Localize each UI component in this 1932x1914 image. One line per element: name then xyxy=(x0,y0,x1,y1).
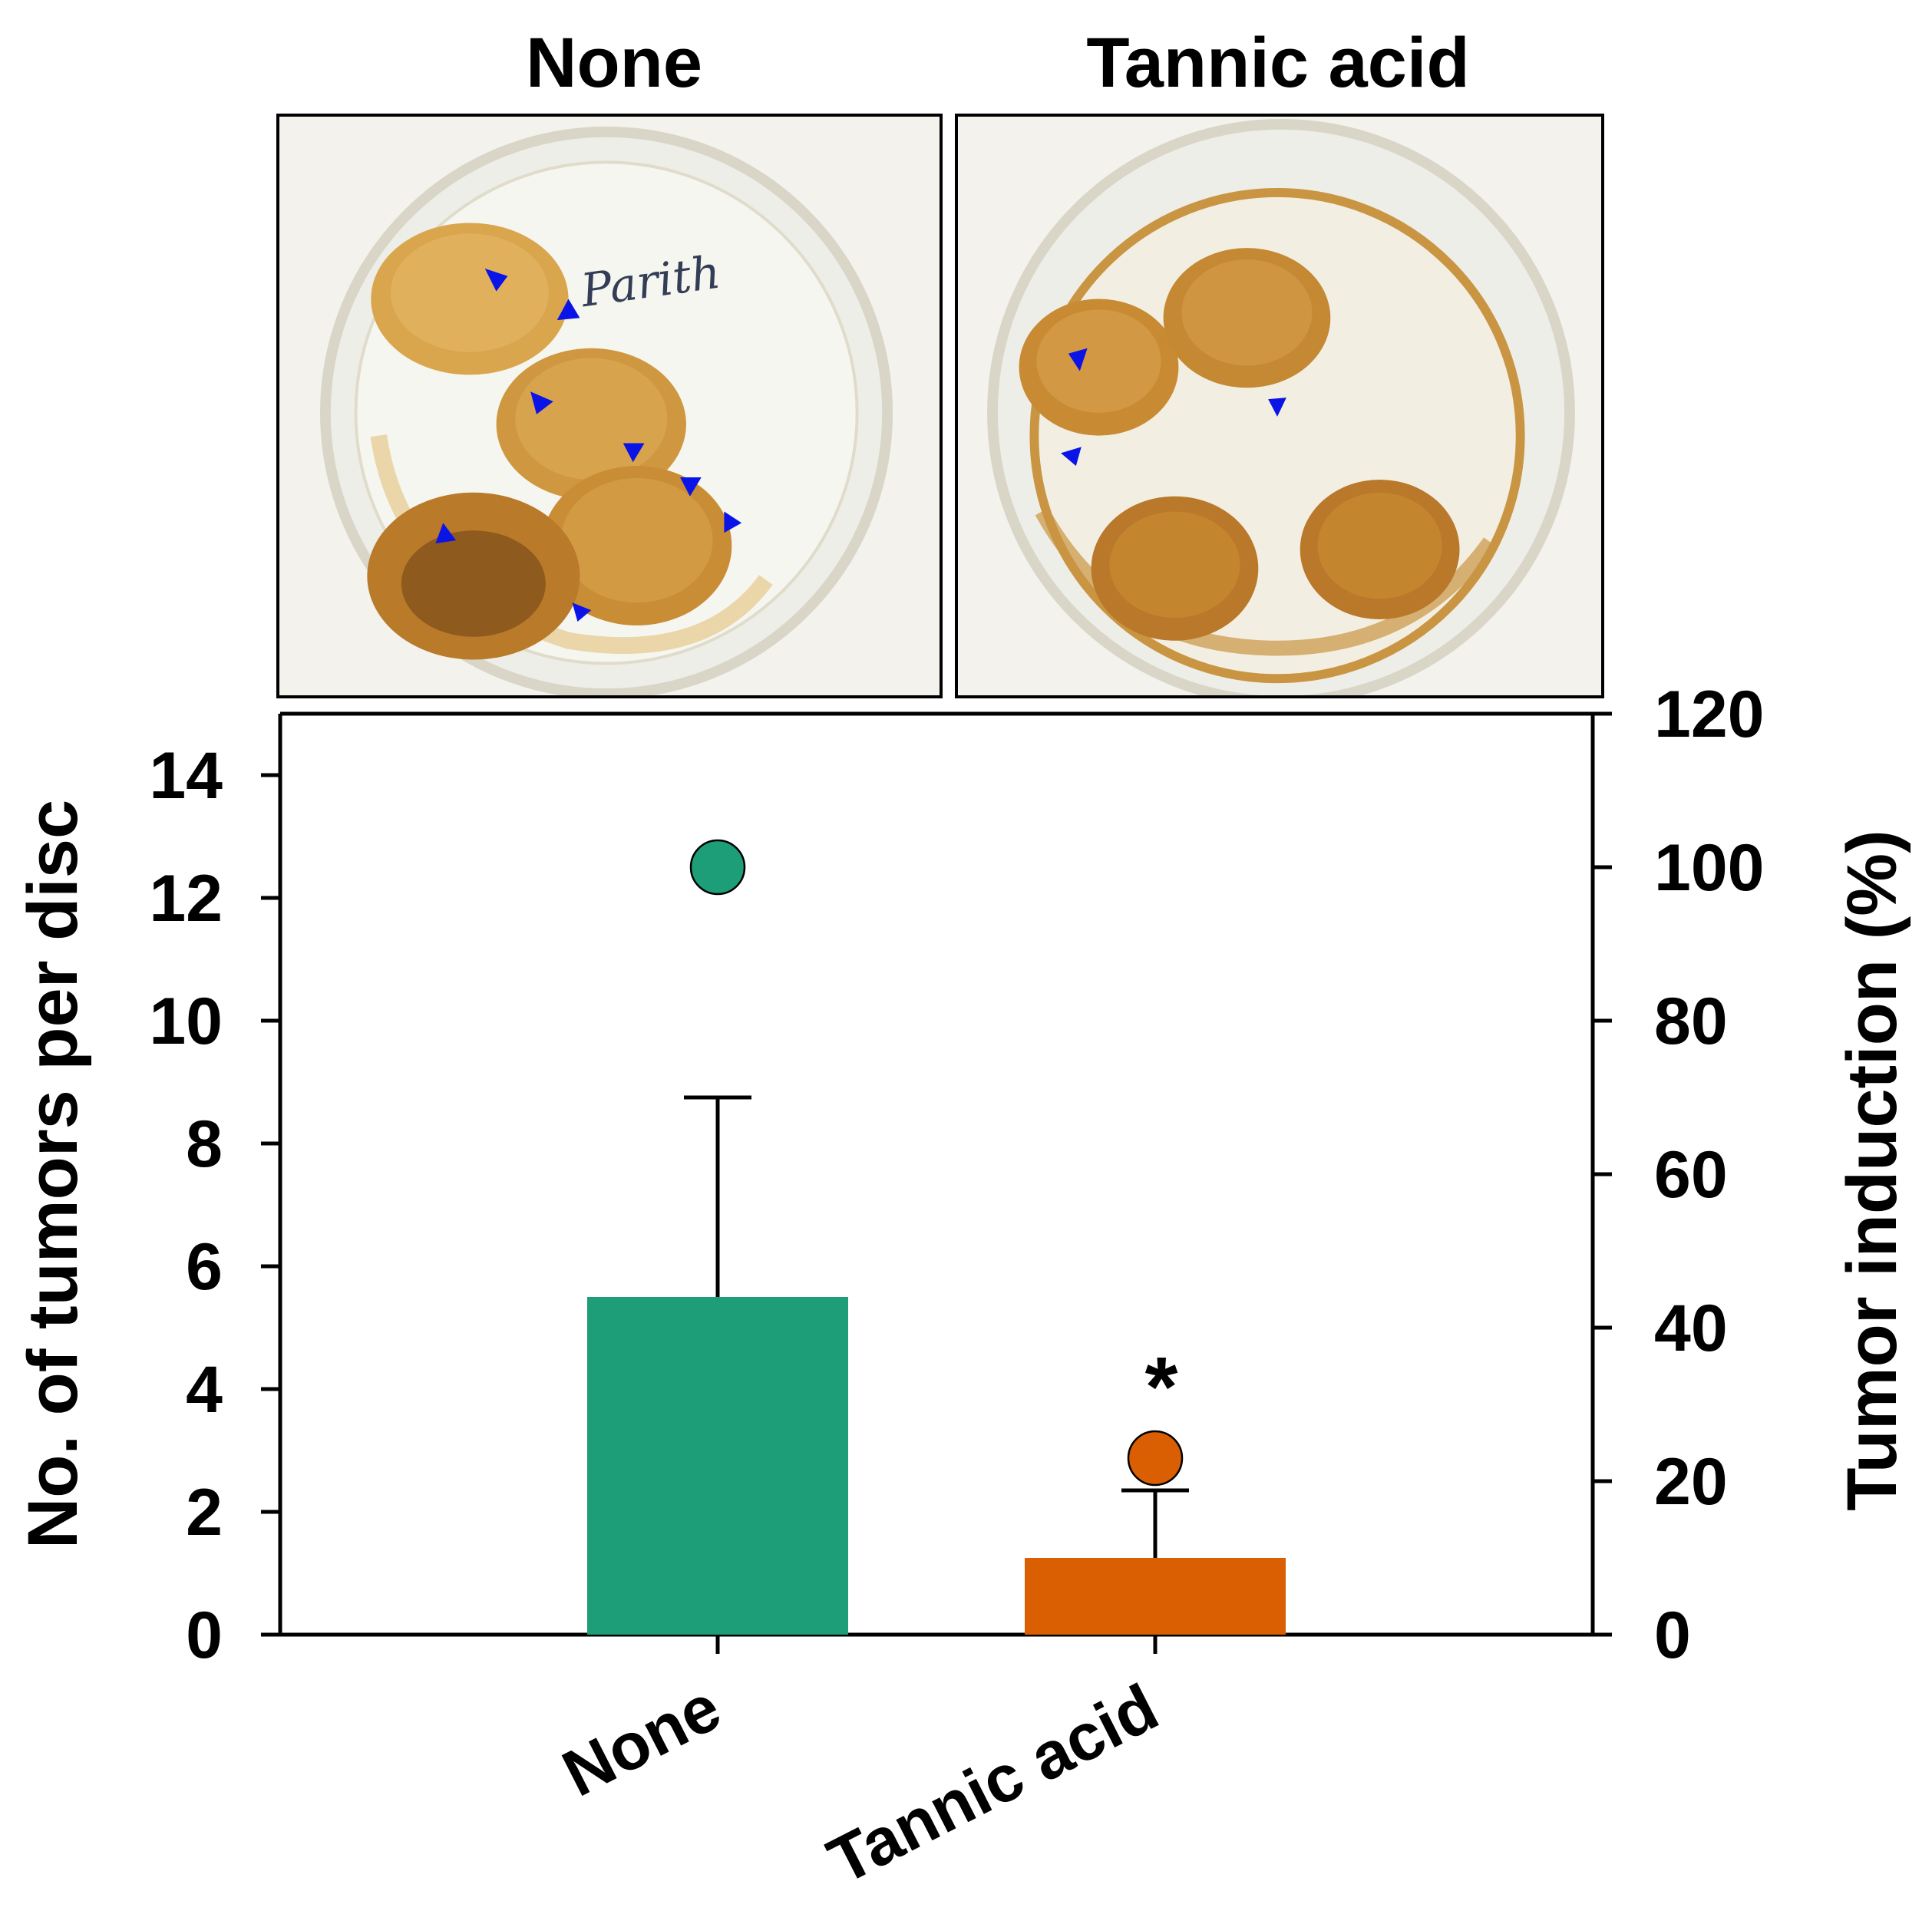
y-axis-title: No. of tumors per disc xyxy=(14,800,92,1549)
photo-none: Parith xyxy=(276,114,943,698)
x-tick-label-1: Tannic acid xyxy=(817,1670,1169,1898)
left-tick-label: 10 xyxy=(149,985,223,1058)
photo-title-none: None xyxy=(526,24,702,102)
bar-0 xyxy=(587,1297,848,1635)
right-tick-label: 120 xyxy=(1654,678,1765,751)
significance-marker: * xyxy=(1145,1340,1178,1434)
left-tick-label: 2 xyxy=(186,1476,223,1549)
petri-dish-none-image: Parith xyxy=(279,117,940,695)
tumor-arrow-markers-none xyxy=(435,268,742,622)
left-tick-label: 0 xyxy=(186,1599,223,1672)
photo-title-tannic-acid: Tannic acid xyxy=(1086,24,1470,102)
x-tick-label-0: None xyxy=(551,1670,732,1810)
y2-axis-title: Tumor induction (%) xyxy=(1833,830,1911,1510)
induction-point-1 xyxy=(1127,1430,1184,1487)
bar-1 xyxy=(1025,1558,1286,1635)
right-tick-label: 40 xyxy=(1654,1292,1728,1365)
right-tick-label: 0 xyxy=(1654,1599,1691,1672)
right-tick-label: 20 xyxy=(1654,1445,1728,1519)
photo-tannic-acid xyxy=(955,114,1604,698)
left-tick-label: 8 xyxy=(186,1107,223,1181)
left-tick-label: 12 xyxy=(149,862,223,936)
left-tick-label: 4 xyxy=(186,1353,223,1427)
right-tick-label: 80 xyxy=(1654,985,1728,1058)
left-tick-label: 6 xyxy=(186,1230,223,1304)
left-tick-label: 14 xyxy=(149,739,223,813)
right-tick-label: 100 xyxy=(1654,831,1765,905)
petri-dish-tannic-acid-image xyxy=(958,117,1601,695)
induction-point-0 xyxy=(689,839,746,896)
tumor-arrow-markers-tannic-acid xyxy=(1061,348,1286,467)
right-tick-label: 60 xyxy=(1654,1138,1728,1212)
